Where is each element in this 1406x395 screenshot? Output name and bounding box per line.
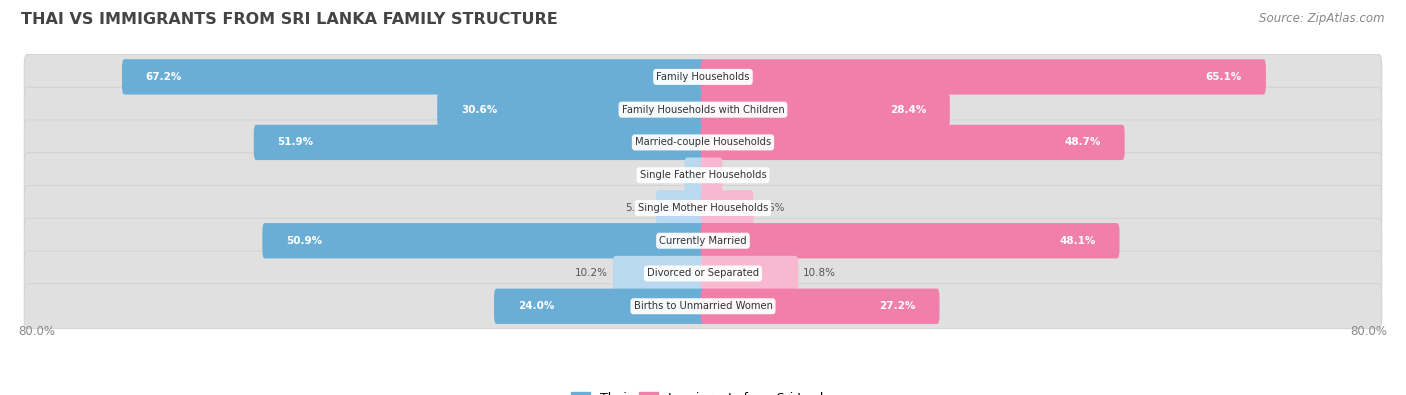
FancyBboxPatch shape xyxy=(24,153,1382,198)
Text: 2.0%: 2.0% xyxy=(727,170,754,180)
Text: THAI VS IMMIGRANTS FROM SRI LANKA FAMILY STRUCTURE: THAI VS IMMIGRANTS FROM SRI LANKA FAMILY… xyxy=(21,12,558,27)
FancyBboxPatch shape xyxy=(24,87,1382,132)
Text: 5.6%: 5.6% xyxy=(758,203,785,213)
FancyBboxPatch shape xyxy=(700,289,939,324)
FancyBboxPatch shape xyxy=(24,284,1382,329)
Text: Single Mother Households: Single Mother Households xyxy=(638,203,768,213)
Text: 48.1%: 48.1% xyxy=(1059,236,1095,246)
Text: 10.8%: 10.8% xyxy=(803,269,837,278)
FancyBboxPatch shape xyxy=(494,289,706,324)
Text: 51.9%: 51.9% xyxy=(277,137,314,147)
Text: 1.9%: 1.9% xyxy=(654,170,679,180)
Text: Married-couple Households: Married-couple Households xyxy=(636,137,770,147)
FancyBboxPatch shape xyxy=(24,251,1382,296)
FancyBboxPatch shape xyxy=(24,186,1382,230)
FancyBboxPatch shape xyxy=(253,125,706,160)
Text: Family Households: Family Households xyxy=(657,72,749,82)
Text: Currently Married: Currently Married xyxy=(659,236,747,246)
FancyBboxPatch shape xyxy=(613,256,706,291)
Text: 28.4%: 28.4% xyxy=(890,105,927,115)
FancyBboxPatch shape xyxy=(700,59,1265,94)
FancyBboxPatch shape xyxy=(700,125,1125,160)
Text: 67.2%: 67.2% xyxy=(146,72,183,82)
FancyBboxPatch shape xyxy=(700,256,799,291)
Text: Births to Unmarried Women: Births to Unmarried Women xyxy=(634,301,772,311)
Text: 27.2%: 27.2% xyxy=(879,301,915,311)
Text: 48.7%: 48.7% xyxy=(1064,137,1101,147)
FancyBboxPatch shape xyxy=(700,158,723,193)
FancyBboxPatch shape xyxy=(700,190,754,226)
Text: 24.0%: 24.0% xyxy=(517,301,554,311)
FancyBboxPatch shape xyxy=(700,223,1119,258)
FancyBboxPatch shape xyxy=(122,59,706,94)
FancyBboxPatch shape xyxy=(685,158,706,193)
FancyBboxPatch shape xyxy=(24,120,1382,165)
FancyBboxPatch shape xyxy=(24,218,1382,263)
Text: 30.6%: 30.6% xyxy=(461,105,498,115)
Text: 65.1%: 65.1% xyxy=(1206,72,1241,82)
Text: Single Father Households: Single Father Households xyxy=(640,170,766,180)
Text: 5.2%: 5.2% xyxy=(624,203,651,213)
FancyBboxPatch shape xyxy=(700,92,950,127)
Text: 10.2%: 10.2% xyxy=(575,269,609,278)
Text: Divorced or Separated: Divorced or Separated xyxy=(647,269,759,278)
Text: Source: ZipAtlas.com: Source: ZipAtlas.com xyxy=(1260,12,1385,25)
Text: 50.9%: 50.9% xyxy=(287,236,322,246)
Text: 80.0%: 80.0% xyxy=(18,325,55,339)
FancyBboxPatch shape xyxy=(657,190,706,226)
Text: Family Households with Children: Family Households with Children xyxy=(621,105,785,115)
Legend: Thai, Immigrants from Sri Lanka: Thai, Immigrants from Sri Lanka xyxy=(567,387,839,395)
Text: 80.0%: 80.0% xyxy=(1351,325,1388,339)
FancyBboxPatch shape xyxy=(437,92,706,127)
FancyBboxPatch shape xyxy=(24,55,1382,100)
FancyBboxPatch shape xyxy=(263,223,706,258)
